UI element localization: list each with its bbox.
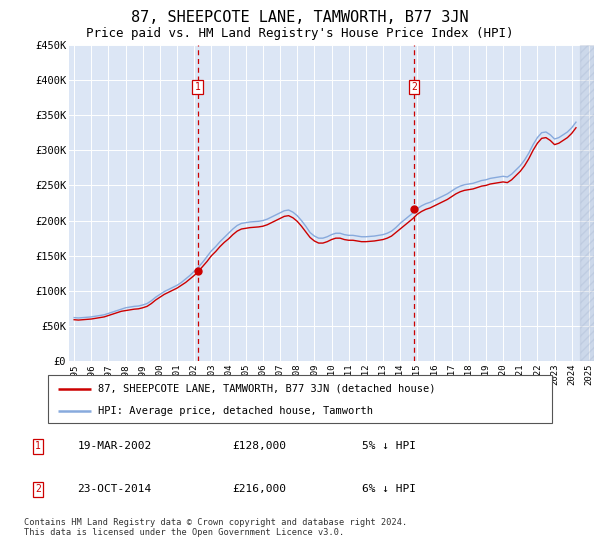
Text: 5% ↓ HPI: 5% ↓ HPI — [362, 441, 416, 451]
Text: 19-MAR-2002: 19-MAR-2002 — [77, 441, 152, 451]
Text: 1: 1 — [35, 441, 41, 451]
Text: £128,000: £128,000 — [233, 441, 287, 451]
Text: HPI: Average price, detached house, Tamworth: HPI: Average price, detached house, Tamw… — [98, 406, 373, 416]
Bar — [580, 45, 594, 361]
Text: 87, SHEEPCOTE LANE, TAMWORTH, B77 3JN (detached house): 87, SHEEPCOTE LANE, TAMWORTH, B77 3JN (d… — [98, 384, 436, 394]
Text: 23-OCT-2014: 23-OCT-2014 — [77, 484, 152, 494]
FancyBboxPatch shape — [48, 375, 552, 423]
Text: 2: 2 — [411, 82, 417, 92]
Text: 87, SHEEPCOTE LANE, TAMWORTH, B77 3JN: 87, SHEEPCOTE LANE, TAMWORTH, B77 3JN — [131, 10, 469, 25]
Text: 2: 2 — [35, 484, 41, 494]
Text: Contains HM Land Registry data © Crown copyright and database right 2024.
This d: Contains HM Land Registry data © Crown c… — [24, 518, 407, 538]
Text: 1: 1 — [195, 82, 201, 92]
Text: Price paid vs. HM Land Registry's House Price Index (HPI): Price paid vs. HM Land Registry's House … — [86, 27, 514, 40]
Text: £216,000: £216,000 — [233, 484, 287, 494]
Text: 6% ↓ HPI: 6% ↓ HPI — [362, 484, 416, 494]
